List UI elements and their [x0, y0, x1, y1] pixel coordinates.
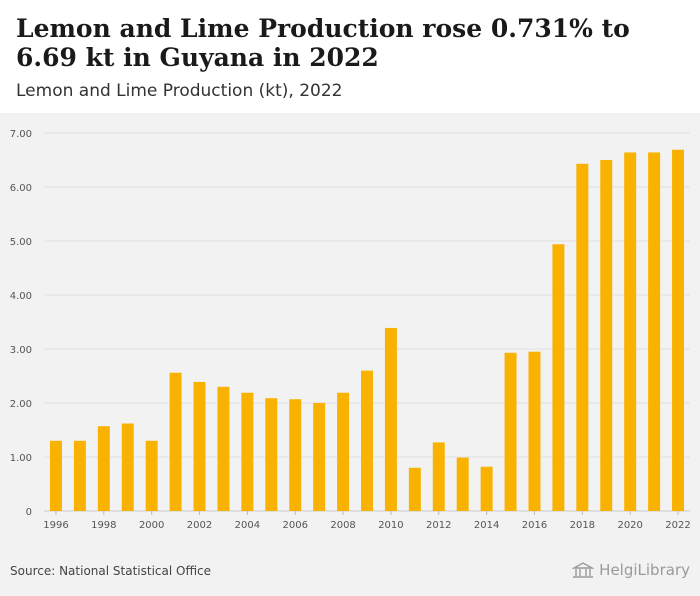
x-tick-label: 2016 [522, 520, 547, 531]
source-note: Source: National Statistical Office [10, 564, 212, 578]
y-tick-label: 6.00 [10, 183, 32, 194]
chart-subtitle: Lemon and Lime Production (kt), 2022 [16, 81, 343, 101]
x-tick-label: 1996 [43, 520, 68, 531]
y-tick-label: 0 [26, 507, 32, 518]
bar-2005[interactable] [265, 398, 278, 511]
bar-2012[interactable] [432, 442, 445, 511]
x-tick-label: 2014 [474, 520, 499, 531]
footer: Source: National Statistical Office Helg… [0, 551, 700, 596]
bars [49, 149, 685, 512]
y-axis: 0 1.00 2.00 3.00 4.00 5.00 6.00 7.00 [10, 129, 32, 518]
bar-2016[interactable] [528, 351, 541, 511]
x-axis: 1996 1998 2000 2002 2004 2006 2008 2010 2012 2014… [43, 511, 691, 531]
bar-2009[interactable] [361, 370, 373, 511]
bar-2022[interactable] [672, 149, 685, 512]
y-tick-label: 1.00 [10, 453, 32, 464]
x-tick-label: 2010 [378, 520, 403, 531]
x-tick-label: 2008 [330, 520, 355, 531]
bar-2014[interactable] [480, 466, 493, 511]
x-tick-label: 2006 [282, 520, 307, 531]
y-tick-label: 4.00 [10, 291, 32, 302]
header: Lemon and Lime Production rose 0.731% to… [0, 0, 700, 113]
x-tick-label: 2018 [570, 520, 595, 531]
page-title: Lemon and Lime Production rose 0.731% to… [16, 14, 630, 72]
bar-2011[interactable] [408, 467, 421, 511]
x-tick-label: 2000 [139, 520, 164, 531]
bar-2015[interactable] [504, 352, 517, 511]
bar-2004[interactable] [241, 392, 254, 511]
bar-2019[interactable] [600, 160, 613, 511]
x-tick-label: 2004 [235, 520, 260, 531]
x-tick-label: 2020 [617, 520, 642, 531]
bar-2008[interactable] [337, 392, 350, 511]
x-tick-label: 2002 [187, 520, 212, 531]
bar-chart: 0 1.00 2.00 3.00 4.00 5.00 6.00 7.00 1996 1998 20… [10, 129, 691, 531]
bar-2002[interactable] [193, 381, 206, 511]
bar-2001[interactable] [169, 372, 182, 511]
bar-2010[interactable] [384, 327, 397, 511]
bar-1999[interactable] [121, 423, 134, 511]
bar-2017[interactable] [552, 244, 565, 512]
y-tick-label: 7.00 [10, 129, 32, 140]
y-tick-label: 5.00 [10, 237, 32, 248]
bar-1998[interactable] [97, 426, 110, 511]
y-tick-label: 3.00 [10, 345, 32, 356]
y-tick-label: 2.00 [10, 399, 32, 410]
brand-logo[interactable]: HelgiLibrary [572, 561, 690, 579]
bar-2021[interactable] [648, 152, 661, 511]
x-tick-label: 2022 [665, 520, 690, 531]
chart-area: 0 1.00 2.00 3.00 4.00 5.00 6.00 7.00 1996 1998 20… [0, 113, 700, 551]
brand-name: HelgiLibrary [599, 561, 690, 579]
bar-2020[interactable] [624, 152, 637, 511]
bar-2013[interactable] [456, 457, 469, 511]
bar-2006[interactable] [289, 399, 302, 511]
x-tick-label: 2012 [426, 520, 451, 531]
bar-2000[interactable] [145, 440, 158, 511]
x-tick-label: 1998 [91, 520, 116, 531]
bar-1997[interactable] [73, 440, 86, 511]
bar-1996[interactable] [49, 440, 62, 511]
bar-2003[interactable] [217, 386, 230, 511]
bar-2018[interactable] [576, 163, 589, 511]
bar-2007[interactable] [313, 403, 326, 511]
library-building-icon [572, 562, 595, 578]
